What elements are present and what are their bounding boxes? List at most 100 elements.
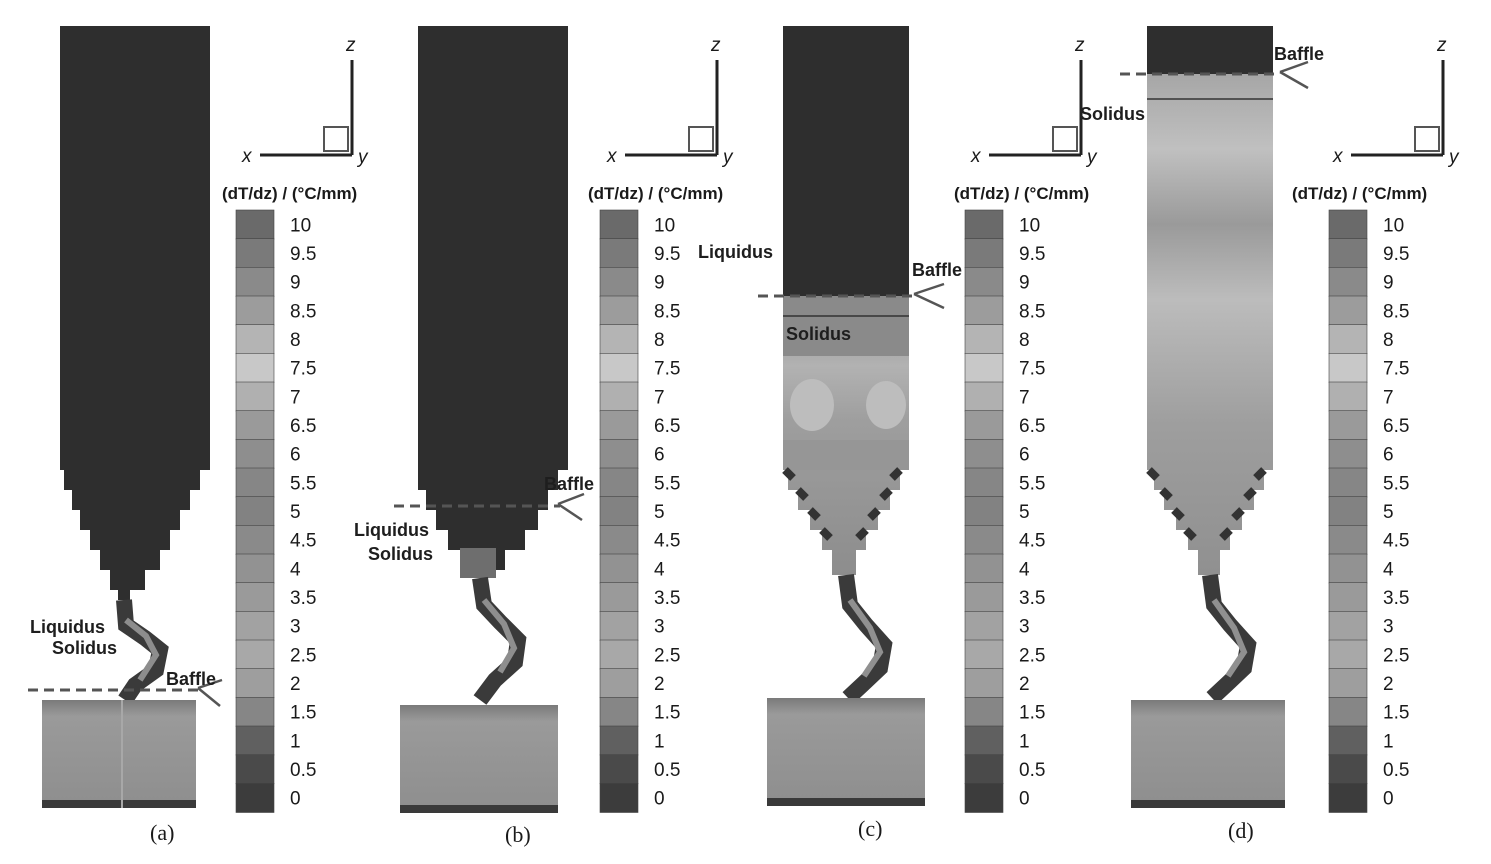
colorbar-swatch: [1328, 295, 1368, 326]
spiral-selector-b: [472, 576, 527, 705]
colorbar-swatch: [1328, 639, 1368, 670]
colorbar-tick-label: 6: [1019, 445, 1030, 466]
colorbar-tick-label: 4.5: [1019, 531, 1045, 552]
colorbar-swatch: [599, 267, 639, 297]
colorbar-swatch: [964, 668, 1004, 699]
colorbar-swatch: [599, 209, 639, 240]
axis-triad-b: z x y: [606, 35, 734, 168]
colorbar-swatch: [235, 697, 275, 727]
colorbar-c: (dT/dz) / (°C/mm)109.598.587.576.565.554…: [954, 184, 1089, 813]
colorbar-swatch: [599, 754, 639, 785]
colorbar-tick-label: 10: [1019, 215, 1040, 236]
starter-block-d: [1131, 700, 1285, 808]
colorbar-swatch: [235, 467, 275, 498]
axis-triad-d: z x y: [1332, 35, 1460, 168]
colorbar-tick-label: 5: [1019, 502, 1030, 523]
colorbar-tick-label: 7.5: [1383, 359, 1409, 380]
x-axis-label: x: [241, 146, 253, 167]
colorbar-tick-label: 4: [1019, 559, 1030, 580]
colorbar-swatch: [235, 209, 275, 240]
colorbar-tick-label: 2.5: [1383, 645, 1409, 666]
solidus-label-b: Solidus: [368, 544, 433, 564]
colorbar-swatch: [964, 295, 1004, 326]
colorbar-tick-label: 7.5: [290, 359, 316, 380]
colorbar-swatch: [235, 639, 275, 670]
colorbar-tick-label: 9: [1383, 273, 1394, 294]
baffle-label-a: Baffle: [166, 669, 216, 689]
colorbar-swatch: [235, 381, 275, 412]
colorbar-tick-label: 1: [654, 731, 665, 752]
colorbar-tick-label: 1.5: [654, 703, 680, 724]
colorbar-tick-label: 10: [1383, 215, 1404, 236]
colorbar-swatch: [235, 754, 275, 785]
colorbar-tick-label: 8: [1019, 330, 1030, 351]
colorbar-swatch: [964, 725, 1004, 756]
colorbar-tick-label: 7.5: [1019, 359, 1045, 380]
colorbar-tick-label: 9: [1019, 273, 1030, 294]
colorbar-swatch: [1328, 725, 1368, 756]
colorbar-swatch: [599, 439, 639, 469]
panel-a: Liquidus Solidus Baffle (a): [28, 26, 223, 845]
colorbar-swatch: [599, 525, 639, 555]
colorbar-tick-label: 10: [654, 215, 675, 236]
y-axis-label: y: [356, 147, 369, 168]
panel-b: Baffle Liquidus Solidus (b): [354, 26, 594, 847]
colorbar-tick-label: 0.5: [1019, 760, 1045, 781]
colorbar-tick-label: 4.5: [1383, 531, 1409, 552]
colorbar-tick-label: 1: [1383, 731, 1394, 752]
colorbar-swatch: [1328, 324, 1368, 355]
x-axis-label: x: [1332, 146, 1344, 167]
colorbar-tick-label: 2.5: [290, 645, 316, 666]
colorbar-tick-label: 2: [1019, 674, 1030, 695]
z-axis-label: z: [1074, 35, 1085, 56]
colorbar-swatch: [964, 496, 1004, 527]
solidus-label-d: Solidus: [1080, 104, 1145, 124]
baffle-label-d: Baffle: [1274, 44, 1324, 64]
baffle-label-c: Baffle: [912, 260, 962, 280]
colorbar-tick-label: 8.5: [654, 301, 680, 322]
colorbar-tick-label: 9.5: [290, 244, 316, 265]
colorbar-swatch: [1328, 553, 1368, 584]
colorbar-tick-label: 8.5: [1019, 301, 1045, 322]
baffle-label-b: Baffle: [544, 474, 594, 494]
colorbar-swatch: [599, 295, 639, 326]
axis-box: [688, 126, 714, 152]
colorbar-tick-label: 7: [1383, 387, 1394, 408]
colorbar-swatch: [964, 439, 1004, 469]
colorbar-swatch: [235, 668, 275, 699]
spiral-selector-a: [116, 599, 169, 705]
solidus-label-a: Solidus: [52, 638, 117, 658]
liquidus-label-a: Liquidus: [30, 617, 105, 637]
colorbar-swatch: [599, 611, 639, 641]
colorbar-tick-label: 1.5: [1383, 703, 1409, 724]
colorbar-tick-label: 9.5: [1383, 244, 1409, 265]
spiral-selector-c: [838, 573, 893, 704]
colorbar-tick-label: 0: [1019, 789, 1030, 810]
colorbar-swatch: [235, 267, 275, 297]
axis-box: [1414, 126, 1440, 152]
colorbar-tick-label: 2: [654, 674, 665, 695]
colorbar-swatch: [599, 783, 639, 813]
colorbar-tick-label: 10: [290, 215, 311, 236]
panel-c: Liquidus Baffle Solidus (c): [698, 26, 962, 841]
starter-block-a: [42, 700, 196, 808]
starter-block-b: [400, 705, 558, 813]
colorbar-swatch: [235, 611, 275, 641]
colorbar-tick-label: 0.5: [290, 760, 316, 781]
coordinate-triads: z x y z x y z x y z x y: [241, 35, 1460, 168]
colorbar-swatch: [964, 582, 1004, 613]
colorbar-tick-label: 6: [1383, 445, 1394, 466]
colorbar-swatch: [599, 697, 639, 727]
colorbar-swatch: [599, 410, 639, 441]
casting-region-c: [783, 296, 909, 575]
colorbar-title: (dT/dz) / (°C/mm): [222, 184, 357, 203]
colorbar-swatch: [1328, 697, 1368, 727]
colorbar-tick-label: 3.5: [654, 588, 680, 609]
axis-triad-c: z x y: [970, 35, 1098, 168]
colorbar-swatch: [964, 754, 1004, 785]
colorbar-tick-label: 8: [290, 330, 301, 351]
colorbar-tick-label: 2.5: [654, 645, 680, 666]
panel-label-b: (b): [505, 822, 531, 847]
colorbar-tick-label: 8: [1383, 330, 1394, 351]
colorbar-swatch: [1328, 209, 1368, 240]
